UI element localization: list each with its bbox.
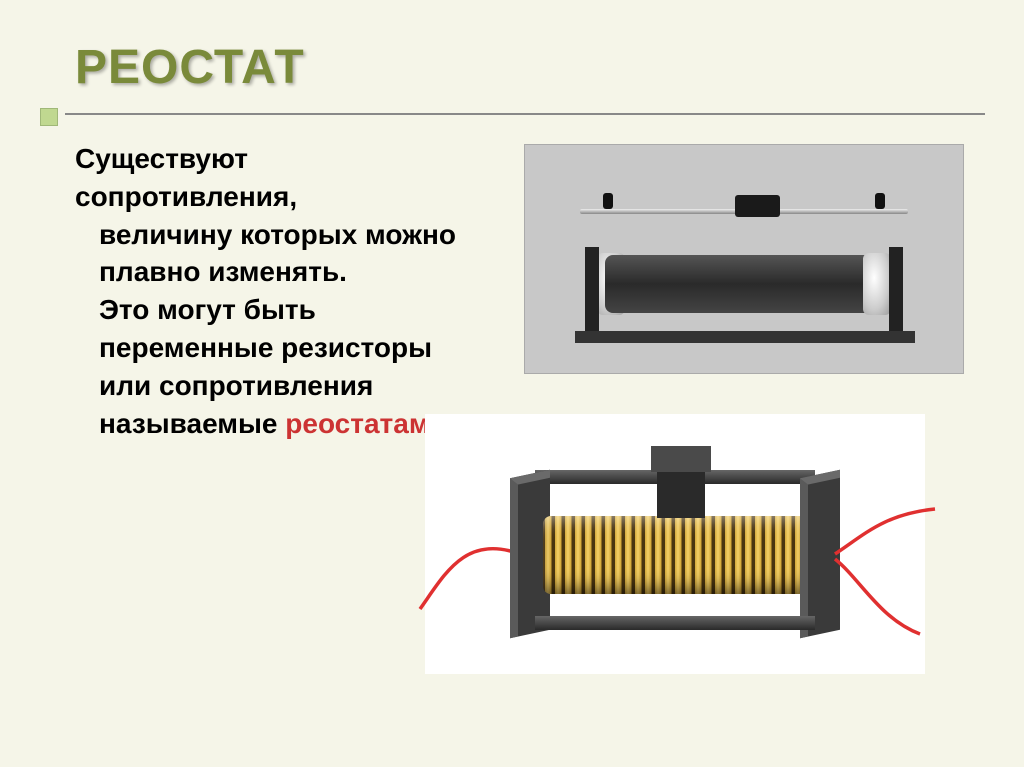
photo-terminal-left <box>603 193 613 209</box>
body-line-2: сопротивления, <box>75 181 297 212</box>
illus-rail-bottom <box>535 616 815 630</box>
photo-stand-left <box>585 247 599 337</box>
text-column: Существуют сопротивления, величину котор… <box>75 140 465 674</box>
slide: РЕОСТАТ Существуют сопротивления, величи… <box>0 0 1024 767</box>
illus-slider <box>657 446 705 518</box>
highlight-term: реостатами <box>285 408 446 439</box>
body-line-3: величину которых можно плавно изменять. <box>75 216 465 292</box>
body-text: Существуют сопротивления, величину котор… <box>75 140 465 442</box>
illus-coil <box>543 516 807 594</box>
rheostat-illustration <box>425 414 925 674</box>
slide-title: РЕОСТАТ <box>75 40 964 95</box>
photo-stand-right <box>889 247 903 337</box>
photo-terminal-right <box>875 193 885 209</box>
body-line-4: Это могут быть переменные резисторы или … <box>75 291 465 442</box>
title-divider <box>65 113 985 115</box>
photo-slider <box>735 195 780 217</box>
rheostat-photo <box>524 144 964 374</box>
accent-square-icon <box>40 108 58 126</box>
body-line-1: Существуют <box>75 143 248 174</box>
photo-cylinder <box>605 255 885 313</box>
wire-right-icon <box>825 504 945 644</box>
photo-base <box>575 331 915 343</box>
content-row: Существуют сопротивления, величину котор… <box>75 140 964 674</box>
image-column <box>485 140 964 674</box>
photo-endcap-right <box>863 253 891 315</box>
